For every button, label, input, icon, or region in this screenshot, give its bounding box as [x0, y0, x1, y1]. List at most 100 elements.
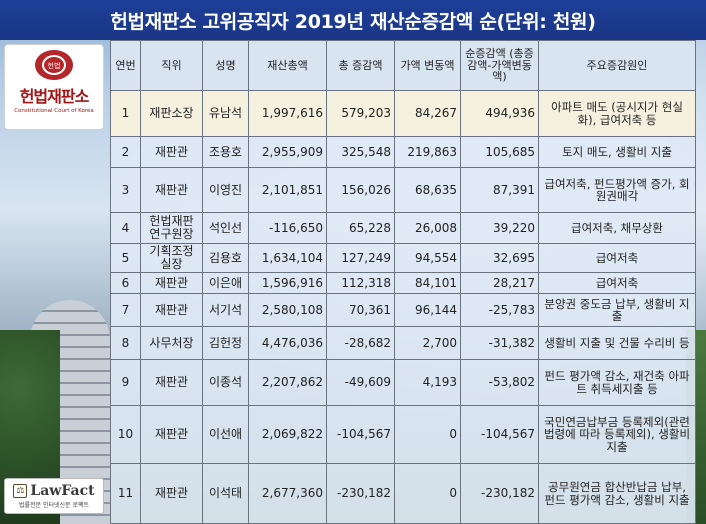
- row-name: 유남석: [202, 90, 249, 137]
- page-title: 헌법재판소 고위공직자 2019년 재산순증감액 순(단위: 천원): [110, 10, 596, 33]
- row-position: 재판관: [140, 272, 203, 294]
- row-position: 재판관: [140, 359, 203, 406]
- row-value-change: 96,144: [394, 293, 461, 327]
- row-no: 8: [110, 326, 141, 360]
- row-total: 2,207,862: [248, 359, 327, 406]
- row-total-change: -104,567: [326, 405, 395, 464]
- table-row: 11 재판관 이석태 2,677,360 -230,182 0 -230,182…: [110, 463, 696, 524]
- row-reason: 토지 매도, 생활비 지출: [538, 136, 696, 168]
- lawfact-tagline: 법률전문 인터넷신문 로팩트: [18, 502, 90, 509]
- row-net-change: -230,182: [460, 463, 539, 524]
- row-total-change: 65,228: [326, 212, 395, 244]
- row-no: 6: [110, 272, 141, 294]
- row-position: 재판관: [140, 405, 203, 464]
- row-net-change: -104,567: [460, 405, 539, 464]
- constitutional-court-logo: 헌법 헌법재판소 Constitutional Court of Korea: [4, 44, 104, 130]
- row-name: 조용호: [202, 136, 249, 168]
- row-value-change: 0: [394, 463, 461, 524]
- row-no: 4: [110, 212, 141, 244]
- title-bar: 헌법재판소 고위공직자 2019년 재산순증감액 순(단위: 천원): [0, 0, 706, 40]
- row-total: -116,650: [248, 212, 327, 244]
- row-total: 2,101,851: [248, 167, 327, 213]
- row-net-change: 28,217: [460, 272, 539, 294]
- row-position: 재판소장: [140, 90, 203, 137]
- header-reason: 주요증감원인: [538, 40, 696, 91]
- table-row: 10 재판관 이선애 2,069,822 -104,567 0 -104,567…: [110, 405, 696, 464]
- row-position: 사무처장: [140, 326, 203, 360]
- row-position: 헌법재판 연구원장: [140, 212, 203, 244]
- row-reason: 아파트 매도 (공시지가 현실화), 급여저축 등: [538, 90, 696, 137]
- row-reason: 급여저축: [538, 272, 696, 294]
- row-total: 2,677,360: [248, 463, 327, 524]
- row-total: 1,596,916: [248, 272, 327, 294]
- row-name: 이영진: [202, 167, 249, 213]
- row-position: 재판관: [140, 167, 203, 213]
- header-no: 연번: [110, 40, 141, 91]
- row-name: 이석태: [202, 463, 249, 524]
- row-total-change: 112,318: [326, 272, 395, 294]
- row-total: 2,069,822: [248, 405, 327, 464]
- emblem-text: 헌법: [48, 61, 61, 70]
- row-name: 김헌정: [202, 326, 249, 360]
- logo-subtitle: Constitutional Court of Korea: [14, 108, 94, 114]
- row-total-change: 325,548: [326, 136, 395, 168]
- row-total-change: 156,026: [326, 167, 395, 213]
- header-net-change: 순증감액 (총증감액-가액변동액): [460, 40, 539, 91]
- row-name: 이은애: [202, 272, 249, 294]
- table-row: 5 기획조정 실장 김용호 1,634,104 127,249 94,554 3…: [110, 243, 696, 273]
- row-total: 4,476,036: [248, 326, 327, 360]
- logo-name: 헌법재판소: [19, 87, 90, 106]
- row-reason: 국민연금납부금 등록제외(관련법령에 따라 등록제외), 생활비지출: [538, 405, 696, 464]
- row-reason: 펀드 평가액 감소, 재건축 아파트 취득세지출 등: [538, 359, 696, 406]
- row-net-change: 105,685: [460, 136, 539, 168]
- row-no: 1: [110, 90, 141, 137]
- lawfact-name: LawFact: [30, 483, 95, 499]
- row-reason: 공무원연금 합산반납금 납부, 펀드 평가액 감소, 생활비 지출: [538, 463, 696, 524]
- row-no: 7: [110, 293, 141, 327]
- row-name: 김용호: [202, 243, 249, 273]
- row-position: 재판관: [140, 293, 203, 327]
- table-header-row: 연번 직위 성명 재산총액 총 증감액 가액 변동액 순증감액 (총증감액-가액…: [110, 40, 696, 91]
- row-net-change: -53,802: [460, 359, 539, 406]
- table-row: 6 재판관 이은애 1,596,916 112,318 84,101 28,21…: [110, 272, 696, 294]
- row-name: 석인선: [202, 212, 249, 244]
- row-value-change: 84,267: [394, 90, 461, 137]
- row-position: 재판관: [140, 136, 203, 168]
- row-net-change: -25,783: [460, 293, 539, 327]
- row-value-change: 2,700: [394, 326, 461, 360]
- table-row: 2 재판관 조용호 2,955,909 325,548 219,863 105,…: [110, 136, 696, 168]
- row-reason: 급여저축, 채무상환: [538, 212, 696, 244]
- row-value-change: 219,863: [394, 136, 461, 168]
- row-value-change: 84,101: [394, 272, 461, 294]
- lawfact-watermark: ⚖ LawFact 법률전문 인터넷신문 로팩트: [4, 478, 104, 514]
- row-total-change: -28,682: [326, 326, 395, 360]
- row-position: 재판관: [140, 463, 203, 524]
- scales-icon: ⚖: [13, 484, 28, 498]
- row-net-change: 32,695: [460, 243, 539, 273]
- table-row: 8 사무처장 김헌정 4,476,036 -28,682 2,700 -31,3…: [110, 326, 696, 360]
- row-total: 1,634,104: [248, 243, 327, 273]
- row-total: 1,997,616: [248, 90, 327, 137]
- row-no: 11: [110, 463, 141, 524]
- header-position: 직위: [140, 40, 203, 91]
- row-net-change: 87,391: [460, 167, 539, 213]
- row-no: 10: [110, 405, 141, 464]
- row-total-change: 70,361: [326, 293, 395, 327]
- row-value-change: 94,554: [394, 243, 461, 273]
- row-position: 기획조정 실장: [140, 243, 203, 273]
- header-value-change: 가액 변동액: [394, 40, 461, 91]
- table-row: 9 재판관 이종석 2,207,862 -49,609 4,193 -53,80…: [110, 359, 696, 406]
- row-total-change: 579,203: [326, 90, 395, 137]
- row-value-change: 4,193: [394, 359, 461, 406]
- row-name: 이종석: [202, 359, 249, 406]
- row-reason: 급여저축, 펀드평가액 증가, 회원권매각: [538, 167, 696, 213]
- header-total-change: 총 증감액: [326, 40, 395, 91]
- row-total-change: -49,609: [326, 359, 395, 406]
- row-net-change: 39,220: [460, 212, 539, 244]
- row-reason: 생활비 지출 및 건물 수리비 등: [538, 326, 696, 360]
- row-no: 2: [110, 136, 141, 168]
- table-row: 1 재판소장 유남석 1,997,616 579,203 84,267 494,…: [110, 90, 696, 137]
- row-value-change: 26,008: [394, 212, 461, 244]
- row-value-change: 0: [394, 405, 461, 464]
- table-row: 4 헌법재판 연구원장 석인선 -116,650 65,228 26,008 3…: [110, 212, 696, 244]
